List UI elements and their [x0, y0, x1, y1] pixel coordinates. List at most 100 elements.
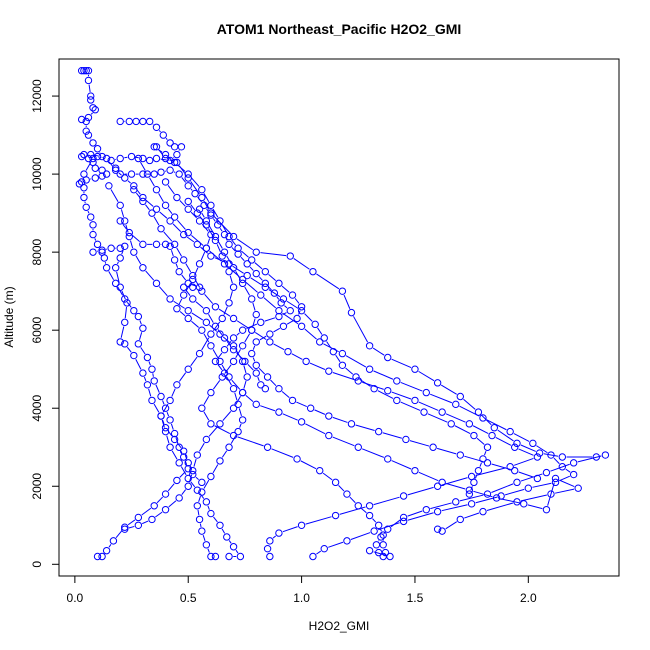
data-point — [393, 396, 401, 405]
data-point — [121, 318, 129, 327]
data-point — [266, 537, 274, 545]
data-point — [189, 470, 197, 479]
data-point — [216, 420, 224, 428]
data-point — [130, 351, 138, 360]
data-point — [238, 388, 247, 397]
x-axis-label: H2O2_GMI — [309, 619, 370, 633]
data-point — [374, 427, 383, 436]
data-point — [198, 287, 206, 295]
data-point — [325, 431, 333, 440]
data-point — [377, 533, 385, 541]
plot-frame — [58, 58, 620, 577]
data-point — [91, 174, 99, 182]
data-point — [161, 201, 170, 210]
data-point — [195, 515, 204, 524]
x-axis: 0.0 0.5 1.0 1.5 2.0 — [67, 575, 537, 605]
data-point — [139, 170, 147, 178]
data-point — [252, 310, 260, 319]
data-point — [143, 381, 152, 389]
data-point — [479, 414, 487, 422]
data-point — [152, 205, 161, 213]
data-point — [261, 283, 270, 291]
data-point — [309, 267, 317, 276]
data-point — [535, 449, 544, 457]
data-point — [75, 180, 84, 188]
x-tick-label: 0.0 — [67, 591, 84, 605]
data-point — [170, 435, 179, 444]
y-axis-label: Altitude (m) — [2, 286, 16, 347]
data-point — [490, 424, 498, 432]
data-point — [422, 505, 430, 514]
data-point — [234, 244, 242, 252]
data-point — [252, 400, 260, 409]
data-point — [121, 217, 129, 225]
data-point — [189, 283, 197, 291]
data-point — [474, 466, 483, 475]
data-point — [411, 396, 419, 405]
data-point — [316, 466, 324, 475]
data-point — [111, 164, 120, 172]
data-point — [257, 381, 265, 389]
data-point — [331, 511, 340, 520]
data-point — [275, 312, 283, 321]
data-point — [127, 170, 136, 178]
data-point — [216, 330, 224, 338]
data-point — [161, 150, 170, 159]
data-point — [207, 201, 215, 210]
data-point — [189, 271, 197, 280]
data-point — [202, 244, 211, 252]
data-point — [207, 342, 215, 350]
data-point — [574, 484, 582, 492]
data-point — [399, 492, 408, 500]
data-point — [218, 252, 226, 260]
data-point — [248, 326, 256, 334]
data-point — [127, 152, 136, 161]
data-point — [456, 392, 464, 401]
data-point — [384, 353, 392, 362]
data-point — [234, 250, 242, 258]
data-point — [130, 306, 138, 315]
data-point — [263, 443, 272, 451]
data-point — [125, 232, 133, 241]
data-point — [211, 322, 220, 330]
data-point — [365, 546, 374, 555]
data-point — [175, 170, 183, 178]
data-point — [207, 330, 215, 338]
data-point — [275, 408, 283, 416]
series-layer — [75, 67, 610, 561]
data-point — [297, 521, 306, 529]
data-point — [225, 299, 233, 307]
series-line — [83, 74, 188, 548]
data-point — [533, 453, 542, 461]
data-point — [399, 513, 408, 522]
data-point — [82, 127, 90, 135]
data-point — [275, 529, 283, 537]
data-point — [84, 113, 93, 122]
data-point — [184, 459, 192, 467]
data-point — [87, 92, 95, 100]
data-point — [202, 306, 211, 315]
data-point — [365, 511, 374, 520]
data-point — [338, 349, 347, 358]
data-point — [252, 369, 260, 377]
data-point — [116, 154, 124, 163]
data-point — [193, 240, 202, 249]
data-point — [180, 453, 188, 461]
data-point — [374, 521, 383, 529]
data-point — [116, 217, 124, 225]
data-point — [150, 377, 158, 385]
data-point — [184, 170, 192, 178]
data-point — [98, 246, 106, 254]
data-point — [82, 117, 90, 126]
y-tick-label: 8000 — [30, 238, 44, 265]
data-point — [365, 365, 374, 373]
data-point — [316, 338, 324, 346]
data-point — [198, 186, 206, 194]
data-point — [263, 373, 272, 381]
data-point — [145, 156, 154, 165]
data-point — [438, 478, 446, 487]
data-point — [263, 544, 272, 553]
data-point — [456, 515, 464, 524]
data-point — [150, 143, 158, 151]
data-point — [229, 283, 238, 291]
